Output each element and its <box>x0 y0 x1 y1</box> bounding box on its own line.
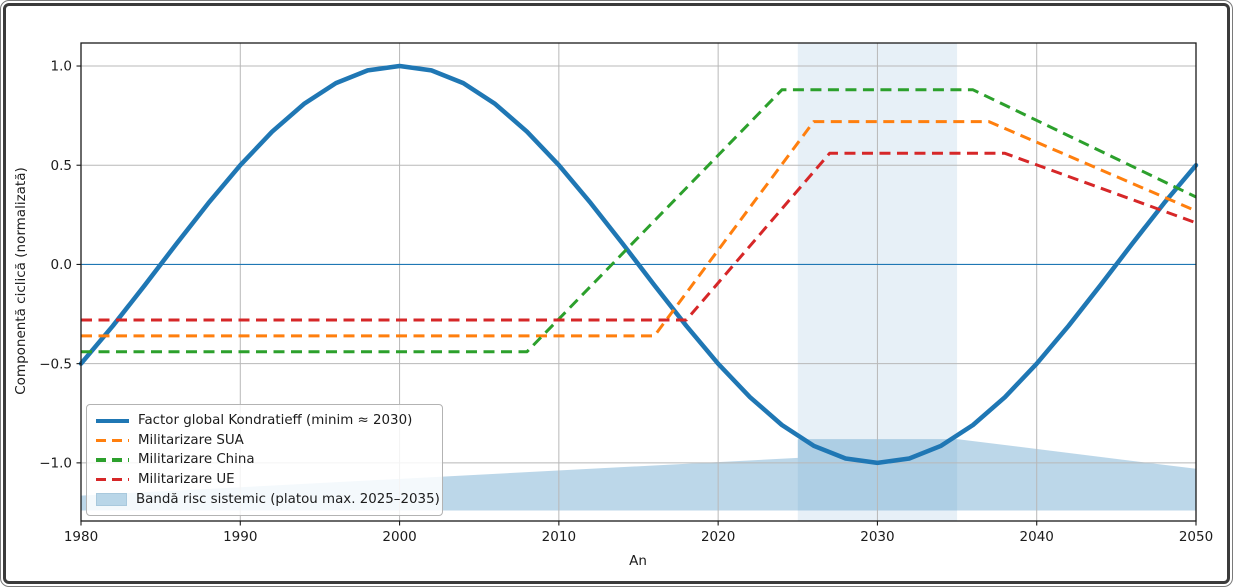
y-tick-label: 0.0 <box>51 257 72 273</box>
legend-label: Militarizare China <box>138 452 255 468</box>
series-line-0 <box>78 63 1199 466</box>
x-tick-label: 2030 <box>860 529 894 545</box>
series-line-2 <box>81 88 1197 354</box>
y-tick-label: 1.0 <box>51 59 72 75</box>
legend-dashed-line-swatch-icon <box>96 438 129 442</box>
y-axis-label: Componentă ciclică (normalizată) <box>13 167 29 395</box>
x-tick-label: 1990 <box>223 529 257 545</box>
legend-dashed-line-swatch-icon <box>96 458 129 462</box>
legend-item-militarizare-ue: Militarizare UE <box>96 470 434 490</box>
x-tick-label: 2050 <box>1179 529 1213 545</box>
legend-label: Bandă risc sistemic (platou max. 2025–20… <box>136 491 440 507</box>
legend-dashed-line-swatch-icon <box>96 477 129 482</box>
legend-label: Militarizare SUA <box>138 432 244 448</box>
x-tick-label: 2020 <box>701 529 735 545</box>
y-tick-label: 0.5 <box>51 158 72 174</box>
x-tick-label: 2000 <box>382 529 416 545</box>
legend: Factor global Kondratieff (minim ≈ 2030)… <box>86 404 443 516</box>
axes-spines <box>80 42 1197 522</box>
x-tick-label: 2040 <box>1020 529 1054 545</box>
legend-patch-swatch-icon <box>96 492 127 506</box>
series-line-3 <box>81 151 1197 322</box>
x-axis-label: An <box>629 553 647 569</box>
x-tick-label: 1980 <box>64 529 98 545</box>
x-tick-label: 2010 <box>542 529 576 545</box>
legend-label: Militarizare UE <box>138 472 235 488</box>
legend-line-swatch-icon <box>96 418 129 424</box>
y-tick-label: −0.5 <box>39 356 72 372</box>
legend-item-kondratieff: Factor global Kondratieff (minim ≈ 2030) <box>96 411 434 431</box>
legend-item-banda-risc: Bandă risc sistemic (platou max. 2025–20… <box>96 489 440 509</box>
y-tick-label: −1.0 <box>39 456 72 472</box>
legend-label: Factor global Kondratieff (minim ≈ 2030) <box>138 413 413 429</box>
legend-item-militarizare-sua: Militarizare SUA <box>96 431 434 451</box>
legend-item-militarizare-china: Militarizare China <box>96 450 434 470</box>
series-line-1 <box>81 120 1197 338</box>
